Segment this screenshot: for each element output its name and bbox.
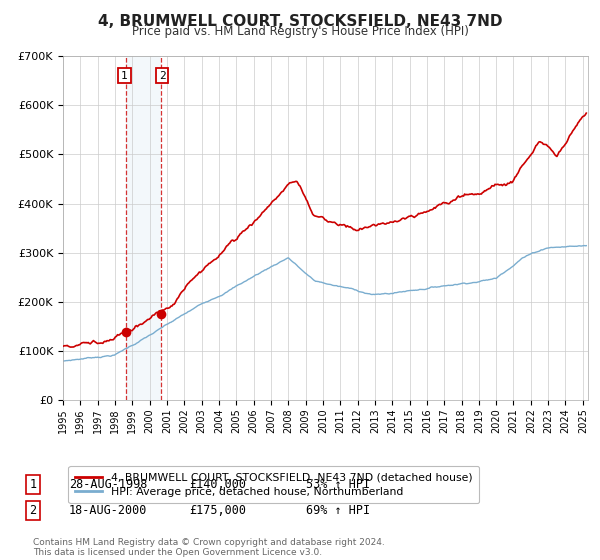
Text: Price paid vs. HM Land Registry's House Price Index (HPI): Price paid vs. HM Land Registry's House … (131, 25, 469, 38)
Text: Contains HM Land Registry data © Crown copyright and database right 2024.
This d: Contains HM Land Registry data © Crown c… (33, 538, 385, 557)
Legend: 4, BRUMWELL COURT, STOCKSFIELD, NE43 7ND (detached house), HPI: Average price, d: 4, BRUMWELL COURT, STOCKSFIELD, NE43 7ND… (68, 466, 479, 503)
Text: 18-AUG-2000: 18-AUG-2000 (69, 504, 148, 517)
Text: 2: 2 (159, 71, 166, 81)
Text: 28-AUG-1998: 28-AUG-1998 (69, 478, 148, 491)
Text: 69% ↑ HPI: 69% ↑ HPI (306, 504, 370, 517)
Text: £175,000: £175,000 (189, 504, 246, 517)
Text: £140,000: £140,000 (189, 478, 246, 491)
Text: 4, BRUMWELL COURT, STOCKSFIELD, NE43 7ND: 4, BRUMWELL COURT, STOCKSFIELD, NE43 7ND (98, 14, 502, 29)
Text: 1: 1 (29, 478, 37, 491)
Text: 1: 1 (121, 71, 128, 81)
Text: 2: 2 (29, 504, 37, 517)
Text: 53% ↑ HPI: 53% ↑ HPI (306, 478, 370, 491)
Bar (126, 56, 161, 400)
